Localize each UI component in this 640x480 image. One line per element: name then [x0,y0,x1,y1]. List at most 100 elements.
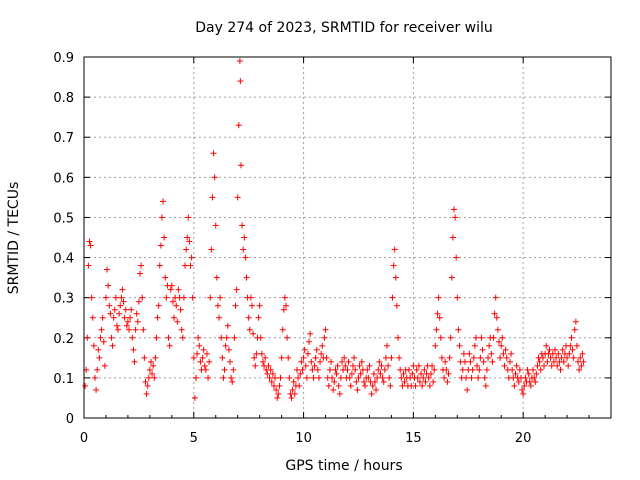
data-point [274,394,281,401]
data-point [334,362,341,369]
data-point [453,254,460,261]
data-point [419,382,426,389]
data-point [345,358,352,365]
data-point [111,306,118,313]
data-point [481,374,488,381]
data-point [216,314,223,321]
data-point [133,310,140,317]
data-point [380,378,387,385]
data-point [329,374,336,381]
data-point [189,294,196,301]
data-point [140,326,147,333]
data-point [219,354,226,361]
data-point [207,294,214,301]
data-point [173,302,180,309]
data-point [229,378,236,385]
data-point [84,334,91,341]
data-point [175,286,182,293]
data-point [339,358,346,365]
data-point [475,374,482,381]
data-point [386,374,393,381]
data-point [174,318,181,325]
data-point [479,346,486,353]
data-point [393,302,400,309]
data-point [304,350,311,357]
data-point [194,350,201,357]
data-point [421,366,428,373]
data-point [240,246,247,253]
data-point [431,366,438,373]
data-point [418,370,425,377]
data-point [232,302,239,309]
data-point [108,334,115,341]
data-point [381,366,388,373]
tick-layer: 0 0.1 0.2 0.3 0.4 0.5 0.6 0.7 0.8 0.9 0 5 10 15 20 [53,51,611,446]
data-point [88,294,95,301]
data-point [467,358,474,365]
data-point [152,354,159,361]
data-point [106,302,113,309]
data-point [546,346,553,353]
data-point [284,334,291,341]
data-point [489,358,496,365]
y-tick-label: 0.7 [53,131,74,146]
data-point [272,374,279,381]
data-point [362,382,369,389]
data-point [488,350,495,357]
data-point [302,362,309,369]
data-point [311,362,318,369]
data-point [98,326,105,333]
x-tick-label: 15 [405,431,422,446]
data-point [532,378,539,385]
data-point [511,382,518,389]
data-point [524,366,531,373]
data-point [384,342,391,349]
data-point [515,378,522,385]
data-point [397,366,404,373]
y-tick-label: 0.6 [53,171,74,186]
data-point [167,286,174,293]
data-point [158,214,165,221]
data-point [221,366,228,373]
data-point [105,282,112,289]
data-point [516,366,523,373]
x-tick-label: 5 [190,431,198,446]
data-point [344,366,351,373]
chart-title: Day 274 of 2023, SRMTID for receiver wil… [195,20,493,36]
data-point [196,342,203,349]
data-point [569,346,576,353]
data-point [459,366,466,373]
data-point [463,374,470,381]
data-point [266,374,273,381]
data-point [430,378,437,385]
data-point [86,238,93,245]
data-point [503,354,510,361]
data-point [371,378,378,385]
data-point [242,254,249,261]
data-point [162,274,169,281]
data-point [554,362,561,369]
data-point [455,326,462,333]
data-point [89,314,96,321]
data-point [490,334,497,341]
data-point [452,214,459,221]
data-point [415,362,422,369]
data-point [182,262,189,269]
data-point [437,334,444,341]
data-point [557,366,564,373]
data-point [293,366,300,373]
data-point [432,342,439,349]
x-tick-label: 20 [515,431,532,446]
data-point [530,366,537,373]
data-point [94,366,101,373]
data-point [476,366,483,373]
data-point [187,262,194,269]
data-point [520,390,527,397]
data-point [375,366,382,373]
y-tick-label: 0.5 [53,211,74,226]
data-point [498,342,505,349]
data-point [234,194,241,201]
data-point [521,382,528,389]
y-tick-label: 0.8 [53,91,74,106]
data-point [250,330,257,337]
